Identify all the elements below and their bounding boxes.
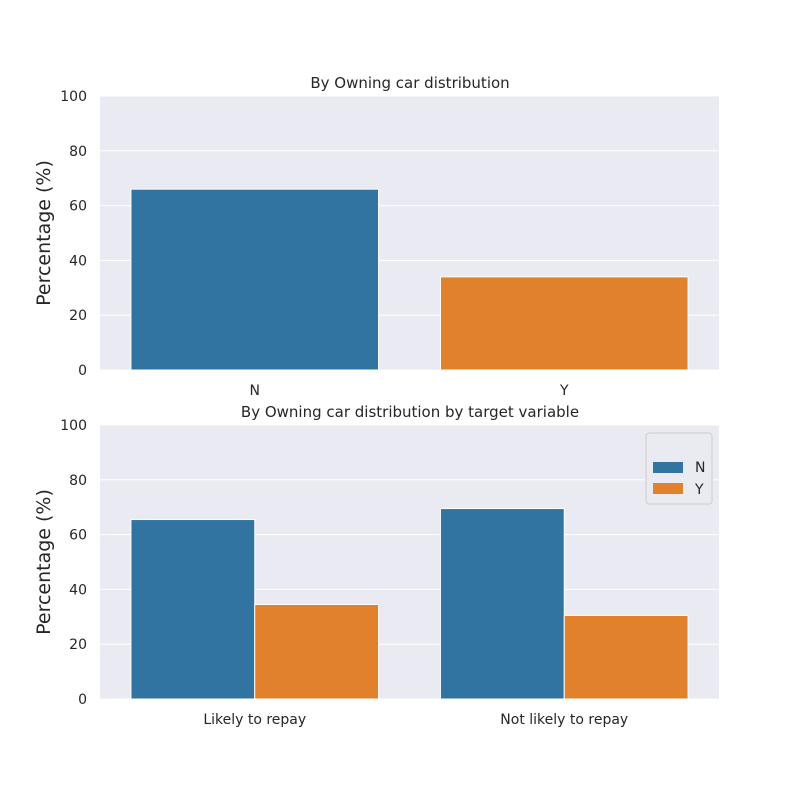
chart-top-bars (130, 188, 689, 371)
y-tick-label: 60 (69, 199, 87, 215)
chart-bottom-y-tick-labels: 0 20 40 60 80 100 (60, 418, 87, 708)
y-tick-label: 80 (69, 144, 87, 160)
y-tick-label: 0 (78, 363, 87, 379)
y-tick-label: 80 (69, 473, 87, 489)
legend-swatch-n (653, 462, 683, 473)
bar-y-1 (563, 614, 689, 700)
legend-label-y: Y (694, 482, 704, 498)
y-tick-label: 20 (69, 637, 87, 653)
y-tick-label: 100 (60, 89, 87, 105)
chart-bottom-y-axis-label: Percentage (%) (33, 489, 55, 635)
x-tick-label: N (250, 383, 260, 399)
y-tick-label: 100 (60, 418, 87, 434)
y-tick-label: 20 (69, 308, 87, 324)
chart-bottom-bars (130, 508, 689, 700)
y-tick-label: 60 (69, 528, 87, 544)
legend-label-n: N (695, 460, 705, 476)
y-tick-label: 40 (69, 253, 87, 269)
bar-y (439, 276, 689, 371)
chart-top-y-tick-labels: 0 20 40 60 80 100 (60, 89, 87, 379)
legend-swatch-y (653, 483, 683, 494)
bar-y-0 (254, 603, 380, 700)
chart-top-title: By Owning car distribution (310, 74, 509, 92)
chart-top: By Owning car distribution 020406080100 … (33, 74, 719, 399)
chart-bottom-title: By Owning car distribution by target var… (241, 403, 579, 421)
bar-n (130, 188, 380, 371)
x-tick-label: Y (559, 383, 569, 399)
chart-top-y-axis-label: Percentage (%) (33, 160, 55, 306)
y-tick-label: 0 (78, 692, 87, 708)
bar-n-0 (130, 519, 256, 700)
x-tick-label: Not likely to repay (500, 712, 628, 728)
chart-bottom-legend: N Y (645, 432, 713, 505)
bar-n-1 (439, 508, 565, 700)
chart-bottom: By Owning car distribution by target var… (33, 403, 719, 728)
chart-bottom-x-tick-labels: Likely to repay Not likely to repay (203, 712, 628, 728)
x-tick-label: Likely to repay (203, 712, 306, 728)
y-tick-label: 40 (69, 582, 87, 598)
